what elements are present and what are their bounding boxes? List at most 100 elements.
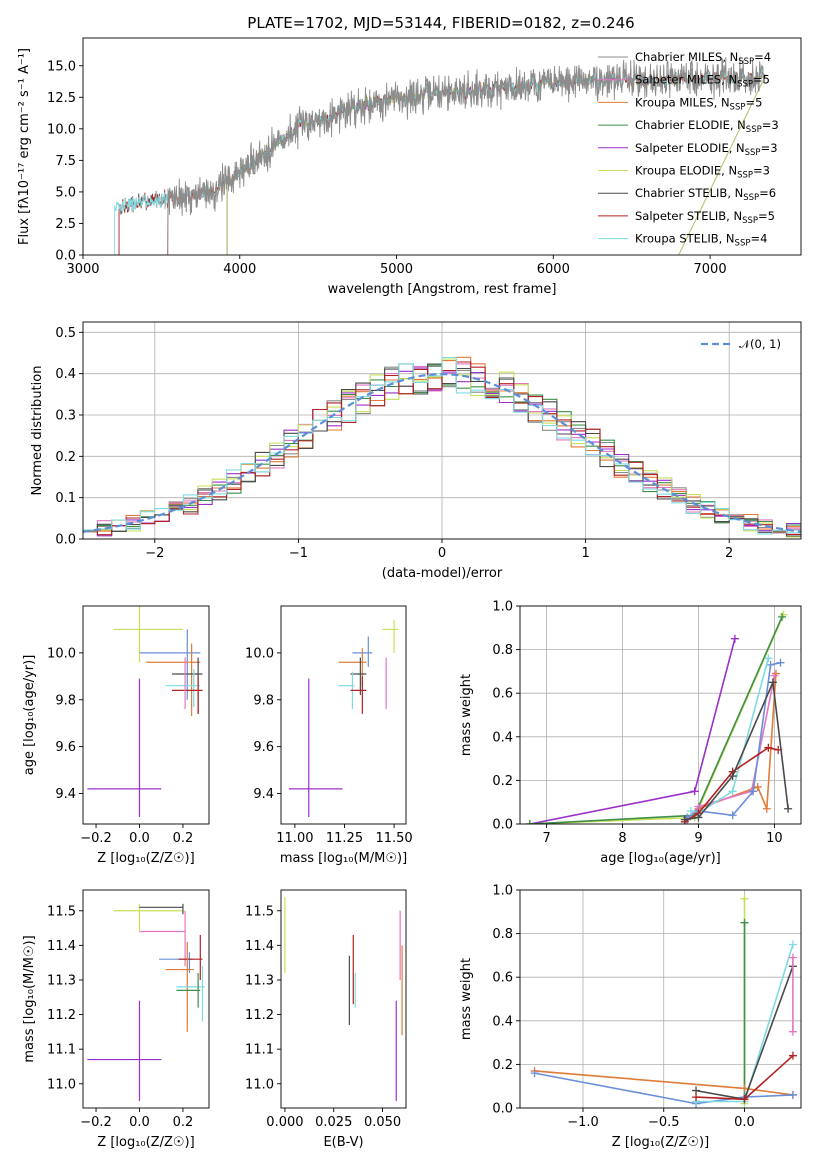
x-tick-label: 7000	[694, 262, 727, 277]
axes-frame	[82, 37, 802, 256]
x-tick-label: −2	[145, 546, 164, 561]
errorbar-point	[113, 606, 183, 663]
weight-marker	[728, 811, 737, 820]
y-tick-label: 0.5	[55, 326, 76, 341]
plot-area	[83, 356, 801, 538]
x-tick-label: 8	[618, 831, 626, 846]
y-tick-label: 10.0	[245, 646, 274, 661]
weight-marker	[740, 1084, 749, 1093]
histogram-step	[83, 356, 801, 535]
legend-label: Chabrier MILES, NSSP=4	[635, 50, 771, 67]
figure-title: PLATE=1702, MJD=53144, FIBERID=0182, z=0…	[247, 14, 634, 32]
legend-subscript: SSP	[743, 193, 759, 203]
x-tick-label: 0.0	[129, 831, 150, 846]
errorbar-point	[382, 620, 399, 653]
legend-text: Chabrier STELIB, N	[635, 186, 743, 200]
y-tick-label: 11.1	[245, 1043, 274, 1058]
x-tick-label: 5000	[380, 262, 413, 277]
x-axis-label: Z [log₁₀(Z/Z☉)]	[97, 851, 194, 866]
weight-marker	[788, 940, 797, 949]
weight-line	[686, 661, 781, 819]
errorbar-point	[87, 1000, 162, 1102]
y-tick-label: 11.2	[245, 1008, 274, 1023]
plot-area	[288, 620, 399, 817]
legend-text: Salpeter MILES, N	[635, 73, 737, 87]
weight-marker	[694, 813, 703, 822]
weight-marker	[728, 787, 737, 796]
gaussian-curve	[83, 372, 801, 533]
legend-label: Salpeter ELODIE, NSSP=3	[635, 141, 778, 158]
y-axis-label: mass weight	[459, 958, 474, 1040]
errorbar-point	[350, 657, 367, 696]
x-tick-label: −0.2	[80, 831, 112, 846]
errorbar-point	[350, 676, 367, 714]
legend-text: =4	[750, 232, 767, 246]
x-tick-label: −0.2	[80, 1115, 112, 1130]
x-tick-label: 4000	[223, 262, 256, 277]
legend-subscript: SSP	[746, 125, 762, 135]
axes-frame	[82, 605, 210, 825]
legend-label: Kroupa MILES, NSSP=5	[635, 95, 762, 112]
histogram-step	[83, 361, 801, 536]
weight-marker	[530, 1069, 539, 1078]
errorbar-point	[87, 678, 162, 817]
weight-marker	[690, 787, 699, 796]
x-tick-label: 7	[542, 831, 550, 846]
errorbar-point	[178, 934, 203, 980]
y-tick-label: 0.0	[55, 249, 76, 264]
weight-marker	[766, 660, 775, 669]
x-tick-label: 0.2	[173, 831, 194, 846]
x-axis-label: Z [log₁₀(Z/Z☉)]	[97, 1135, 194, 1150]
legend-label: Chabrier STELIB, NSSP=6	[635, 186, 776, 203]
errorbar-point	[176, 973, 201, 1008]
errorbar-point	[176, 966, 205, 1022]
errorbar-point	[165, 669, 201, 707]
y-tick-label: 0.0	[492, 1102, 513, 1117]
axes-frame	[519, 889, 802, 1109]
legend-text: =3	[753, 164, 770, 178]
weight-marker	[686, 806, 695, 815]
y-tick-label: 2.5	[55, 217, 76, 232]
panel-mass-Z: −0.2 0.0 0.2 11.0 11.1 11.2 11.3 11.4 11.5 Z [log…	[22, 889, 210, 1150]
legend-text: Chabrier ELODIE, N	[635, 118, 746, 132]
errorbar-point	[146, 643, 201, 717]
weight-marker	[776, 658, 785, 667]
weight-marker	[784, 804, 793, 813]
legend-subscript: SSP	[737, 171, 753, 181]
y-tick-label: 15.0	[47, 59, 76, 74]
weight-line	[684, 679, 789, 821]
y-tick-label: 0.4	[55, 367, 76, 382]
legend-subscript: SSP	[738, 57, 754, 67]
y-tick-label: 0.2	[492, 1058, 513, 1073]
y-tick-label: 12.5	[47, 91, 76, 106]
y-tick-label: 7.5	[55, 154, 76, 169]
legend-label: Kroupa STELIB, NSSP=4	[635, 232, 767, 249]
y-tick-label: 0.2	[492, 774, 513, 789]
weight-marker	[762, 804, 771, 813]
panel-age-mass: 11.00 11.25 11.50 9.4 9.6 9.8 10.0 mass [log₁₀(…	[245, 605, 413, 866]
y-tick-label: 10.0	[47, 646, 76, 661]
weight-marker	[764, 743, 773, 752]
weight-marker	[740, 1095, 749, 1104]
weight-marker	[788, 1090, 797, 1099]
x-tick-label: −1	[289, 546, 308, 561]
legend-text: =3	[761, 141, 778, 155]
panel-residuals: −2 −1 0 1 2 0.0 0.1 0.2 0.3 0.4 0.5 (data-model)/er…	[30, 321, 802, 581]
legend-label: Salpeter MILES, NSSP=5	[635, 73, 770, 90]
errorbar-point	[139, 910, 186, 967]
panel-weight-Z: −1.0 −0.5 0.0 0.0 0.2 0.4 0.6 0.8 1.0 Z [log₁₀(Z/…	[459, 884, 802, 1150]
y-tick-label: 11.2	[47, 1008, 76, 1023]
panel-mass-EBV: 0.000 0.025 0.050 11.0 11.1 11.2 11.3 11.4 11.5 E…	[245, 889, 407, 1150]
y-tick-label: 9.4	[55, 787, 76, 802]
x-tick-label: 3000	[66, 262, 99, 277]
axes-frame	[82, 889, 210, 1109]
y-tick-label: 9.8	[253, 693, 274, 708]
legend-text: =5	[745, 95, 762, 109]
legend-subscript: SSP	[737, 80, 753, 90]
legend-text: Chabrier MILES, N	[635, 50, 738, 64]
weight-marker	[768, 678, 777, 687]
panel-weight-age: 7 8 9 10 0.0 0.2 0.4 0.6 0.8 1.0 age [log₁₀(age/yr…	[459, 600, 802, 866]
x-tick-label: 2	[725, 546, 733, 561]
x-tick-label: 0.0	[129, 1115, 150, 1130]
